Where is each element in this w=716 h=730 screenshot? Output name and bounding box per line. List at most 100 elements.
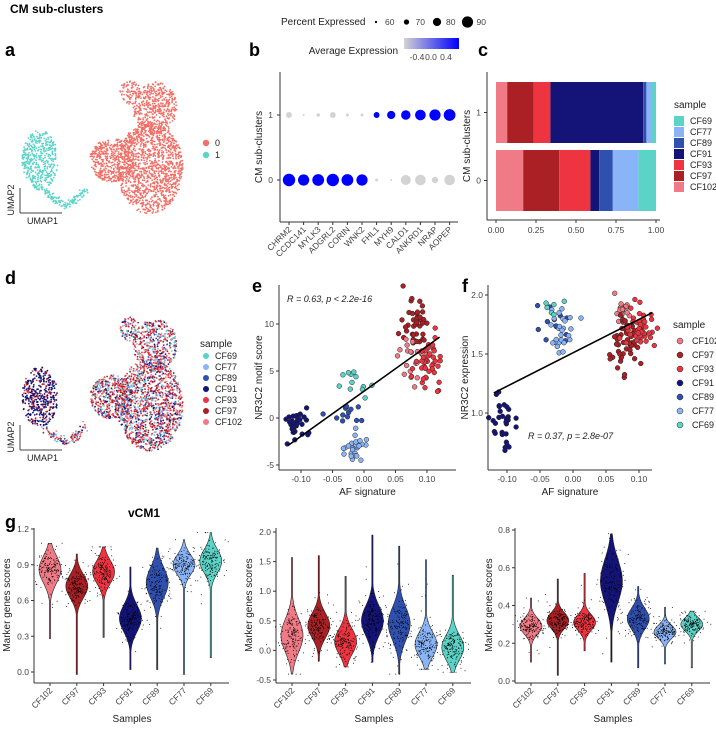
umap-point — [135, 130, 137, 133]
umap-point — [50, 136, 53, 139]
umap-point — [142, 203, 145, 206]
umap-point — [126, 401, 129, 404]
umap-point — [114, 166, 117, 168]
umap-point — [146, 114, 149, 117]
umap-point — [179, 173, 182, 176]
umap-point — [146, 418, 149, 421]
umap-point — [125, 429, 127, 431]
umap-point — [112, 383, 115, 386]
umap-point — [107, 380, 109, 383]
umap-point — [126, 90, 128, 93]
umap-point — [134, 408, 137, 411]
umap-point — [170, 95, 173, 98]
umap-point — [176, 184, 179, 187]
umap-point — [104, 171, 107, 174]
umap-point — [170, 350, 173, 352]
umap-point — [46, 191, 49, 194]
umap-point — [140, 156, 143, 159]
umap-point — [167, 195, 170, 197]
umap-point — [143, 369, 146, 372]
umap-point — [175, 413, 178, 416]
umap-point — [126, 162, 128, 165]
umap-point — [172, 372, 175, 374]
umap-point — [152, 123, 155, 125]
umap-point — [104, 157, 107, 160]
umap-point — [131, 161, 134, 164]
umap-point — [146, 367, 149, 370]
umap-point — [158, 432, 161, 434]
legend-label-cluster-0: 0 — [215, 138, 220, 148]
umap-point — [108, 407, 110, 409]
umap-point — [169, 422, 171, 425]
umap-point — [139, 337, 142, 340]
umap-point — [149, 411, 152, 413]
umap-point — [53, 158, 56, 160]
umap-point — [135, 136, 138, 139]
umap-point — [45, 142, 47, 145]
umap-point — [154, 373, 157, 376]
umap-point — [159, 138, 162, 141]
umap-point — [39, 156, 42, 159]
umap-point — [60, 199, 63, 202]
umap-point — [157, 391, 160, 394]
umap-point — [158, 388, 161, 391]
a-umap2-label: UMAP2 — [6, 184, 16, 215]
umap-point — [38, 154, 40, 157]
umap-point — [157, 384, 160, 386]
umap-point — [33, 155, 35, 157]
umap-point — [73, 198, 76, 201]
umap-point — [139, 365, 142, 367]
umap-point — [130, 375, 133, 378]
umap-point — [164, 161, 167, 163]
umap-point — [140, 386, 143, 389]
umap-point — [126, 388, 128, 391]
umap-point — [140, 344, 143, 347]
umap-point — [155, 443, 158, 446]
umap-point — [26, 172, 29, 175]
umap-point — [134, 101, 137, 103]
umap-point — [159, 375, 162, 377]
umap-point — [131, 142, 134, 145]
umap-point — [173, 109, 176, 111]
umap-point — [36, 173, 39, 176]
umap-point — [137, 422, 140, 424]
umap-point — [105, 167, 107, 170]
umap-point — [146, 85, 149, 88]
umap-point — [151, 446, 154, 449]
umap-point — [117, 153, 120, 155]
umap-point — [138, 113, 141, 116]
umap-point — [21, 154, 24, 156]
umap-point — [146, 192, 148, 195]
umap-point — [129, 370, 132, 373]
umap-point — [49, 166, 52, 168]
umap-point — [153, 201, 156, 204]
umap-point — [178, 412, 181, 414]
umap-point — [140, 388, 142, 391]
umap-point — [145, 181, 147, 184]
umap-point — [138, 199, 141, 202]
umap-point — [161, 366, 164, 368]
umap-point — [130, 144, 133, 147]
umap-point — [161, 370, 164, 373]
umap-point — [131, 413, 133, 415]
umap-point — [96, 161, 98, 164]
umap-point — [162, 320, 165, 322]
umap-point — [113, 145, 116, 148]
umap-point — [150, 449, 153, 452]
umap-point — [147, 190, 150, 193]
umap-point — [160, 103, 163, 105]
umap-point — [159, 367, 162, 370]
umap-point — [143, 159, 146, 162]
umap-point — [103, 176, 106, 179]
umap-point — [102, 160, 104, 163]
umap-point — [165, 355, 168, 357]
umap-point — [169, 162, 172, 165]
umap-point — [138, 196, 140, 199]
umap-point — [98, 405, 101, 408]
umap-point — [144, 145, 147, 148]
umap-point — [139, 403, 142, 406]
umap-point — [155, 200, 158, 203]
umap-point — [158, 149, 161, 151]
umap-point — [164, 376, 167, 378]
umap-point — [153, 324, 156, 327]
